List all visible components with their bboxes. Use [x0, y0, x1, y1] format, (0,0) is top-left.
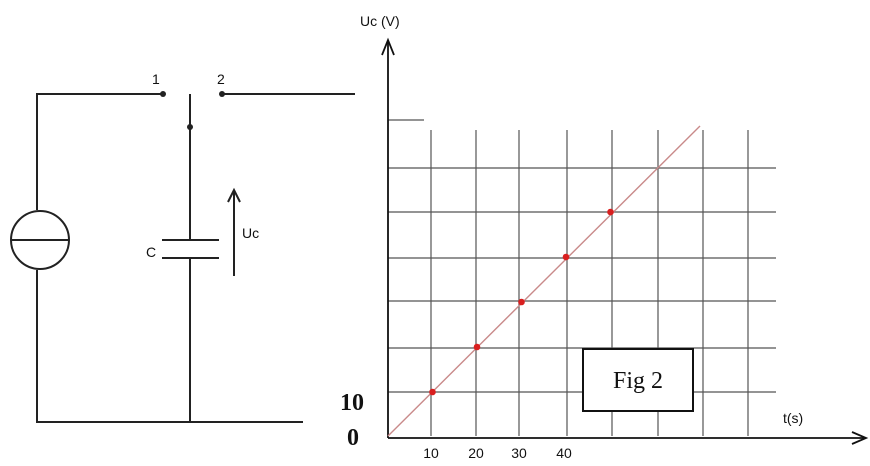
x-tick-20: 20 — [468, 445, 484, 461]
y-axis-arrow — [381, 37, 395, 56]
circuit-diagram — [10, 93, 355, 423]
x-tick-40: 40 — [556, 445, 572, 461]
switch-position-2-label: 2 — [217, 71, 225, 87]
figure-label-box — [582, 348, 694, 412]
graph-axes — [381, 37, 869, 445]
figure-label: Fig 2 — [613, 368, 663, 394]
origin-label: 0 — [347, 425, 359, 451]
switch-terminal-1 — [160, 91, 166, 97]
x-axis-arrow — [851, 431, 869, 445]
voltage-label: Uc — [242, 225, 259, 241]
data-point — [562, 253, 570, 261]
uc-arrow-head — [227, 187, 241, 203]
x-tick-10: 10 — [423, 445, 439, 461]
data-point — [473, 343, 481, 351]
y-axis-label: Uc (V) — [360, 13, 400, 29]
data-point — [429, 388, 436, 396]
switch-terminal-2 — [219, 91, 225, 97]
x-axis-label: t(s) — [783, 410, 803, 426]
x-tick-30: 30 — [511, 445, 527, 461]
data-point — [607, 208, 614, 216]
data-point — [518, 298, 525, 306]
wire-bottom-left — [36, 270, 303, 423]
capacitor-label: C — [146, 244, 156, 260]
trend-line — [387, 125, 701, 437]
data-points — [429, 208, 614, 396]
switch-pivot — [187, 124, 193, 130]
switch-position-1-label: 1 — [152, 71, 160, 87]
wire-top-left — [36, 93, 163, 210]
y-tick-10: 10 — [340, 390, 364, 416]
